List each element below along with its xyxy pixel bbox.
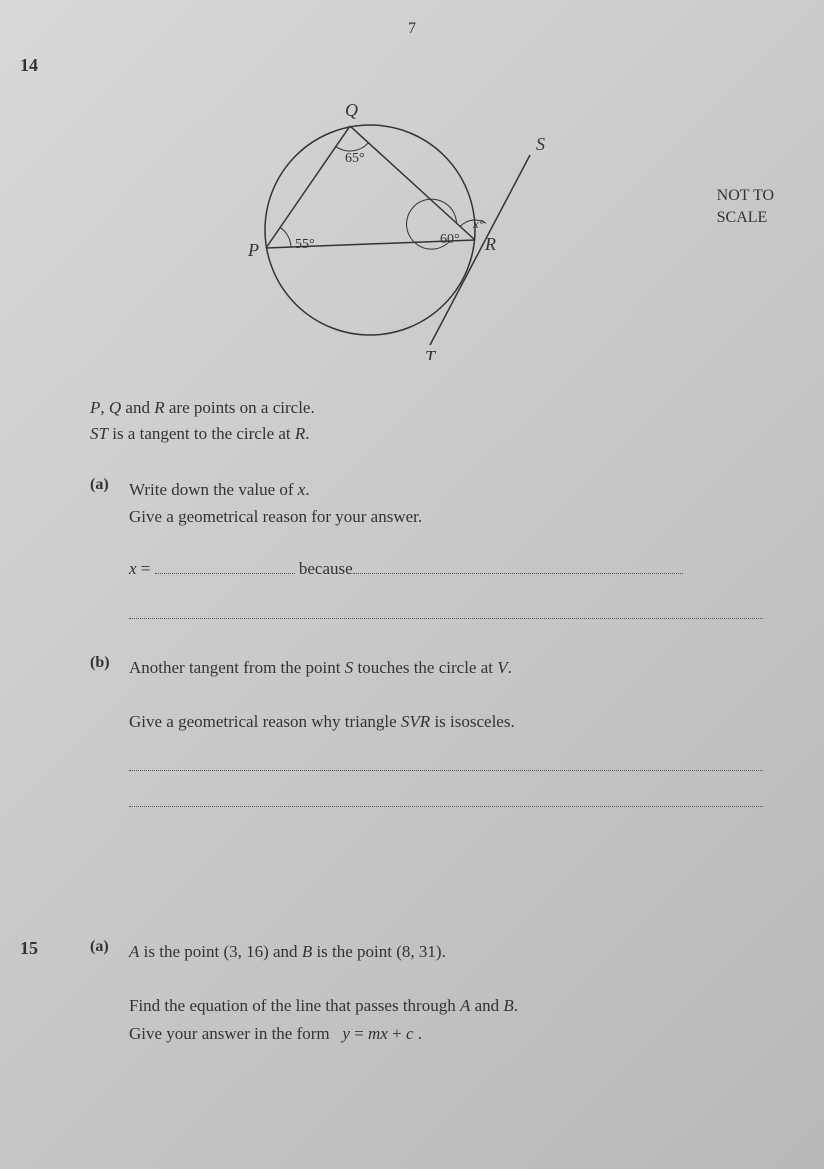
svg-text:T: T — [425, 347, 437, 360]
dotted-line — [129, 770, 763, 771]
question-15-number: 15 — [20, 938, 38, 959]
svg-text:x°: x° — [472, 216, 484, 231]
not-to-scale-label: NOT TO SCALE — [717, 185, 774, 230]
page-number: 7 — [408, 20, 416, 38]
intro-line1-text: are points on a circle. — [169, 398, 315, 417]
q14-part-b: (b) Another tangent from the point S tou… — [90, 654, 764, 808]
question-14-number: 14 — [20, 55, 38, 76]
q14-content: P, Q and R are points on a circle. ST is… — [90, 395, 764, 842]
q15-part-a: (a) A is the point (3, 16) and B is the … — [90, 938, 764, 1047]
dotted-line — [129, 618, 763, 619]
q15-line1: A is the point (3, 16) and B is the poin… — [129, 942, 446, 961]
q15-content: (a) A is the point (3, 16) and B is the … — [90, 938, 764, 1082]
svg-text:60°: 60° — [440, 232, 460, 247]
geometry-diagram: P Q R S T 55° 65° 60° x° — [200, 80, 580, 360]
q15-line3: Give your answer in the form y = mx + c … — [129, 1024, 422, 1043]
part-b-line2: Give a geometrical reason why triangle S… — [129, 712, 515, 731]
svg-text:Q: Q — [345, 100, 358, 120]
part-a-label: (a) — [90, 476, 125, 494]
part-a-line1: Write down the value of x. — [129, 480, 310, 499]
svg-text:R: R — [484, 234, 496, 254]
q14-intro: P, Q and R are points on a circle. ST is… — [90, 395, 764, 446]
q14-part-a: (a) Write down the value of x. Give a ge… — [90, 476, 764, 619]
answer-line-a: x = because — [129, 555, 763, 582]
part-b-line1: Another tangent from the point S touches… — [129, 658, 512, 677]
svg-text:S: S — [536, 134, 545, 154]
svg-text:P: P — [247, 240, 259, 260]
q15-part-a-label: (a) — [90, 938, 125, 956]
dotted-line — [129, 806, 763, 807]
svg-text:65°: 65° — [345, 151, 365, 166]
part-a-line2: Give a geometrical reason for your answe… — [129, 507, 422, 526]
q15-line2: Find the equation of the line that passe… — [129, 996, 518, 1015]
svg-text:55°: 55° — [295, 237, 315, 252]
intro-line2-text: is a tangent to the circle at — [112, 424, 290, 443]
part-b-label: (b) — [90, 654, 125, 672]
